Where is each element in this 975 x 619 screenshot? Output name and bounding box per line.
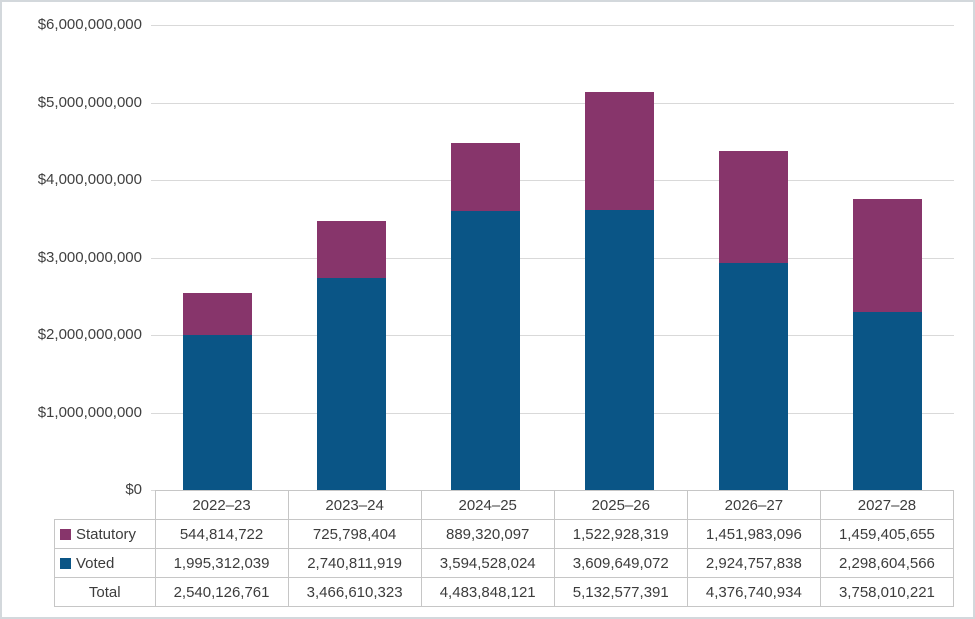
bar-segment-voted (719, 263, 788, 490)
bar-segment-voted (317, 277, 386, 490)
bar-segment-statutory (451, 142, 520, 212)
bar-segment-statutory (719, 150, 788, 264)
value-cell-statutory: 544,814,722 (154, 519, 289, 549)
fiscal-year-header: 2025–26 (553, 490, 688, 520)
row-label-voted: Voted (54, 548, 156, 578)
fiscal-year-header: 2024–25 (420, 490, 555, 520)
gridline (151, 180, 954, 181)
fiscal-year-header: 2027–28 (819, 490, 955, 520)
bar-segment-statutory (853, 198, 922, 312)
y-axis-tick-label: $0 (125, 481, 142, 498)
value-cell-voted: 3,594,528,024 (420, 548, 555, 578)
value-cell-total: 3,466,610,323 (287, 577, 422, 607)
gridline (151, 413, 954, 414)
voted-legend-swatch (60, 557, 71, 569)
value-cell-statutory: 725,798,404 (287, 519, 422, 549)
fiscal-year-header: 2023–24 (287, 490, 422, 520)
value-cell-statutory: 1,522,928,319 (553, 519, 688, 549)
value-cell-statutory: 1,451,983,096 (686, 519, 821, 549)
table-row-statutory: Statutory 544,814,722 725,798,404 889,320,0… (54, 519, 955, 549)
y-axis-tick-label: $5,000,000,000 (37, 94, 142, 111)
value-cell-total: 4,483,848,121 (420, 577, 555, 607)
fiscal-year-header: 2022–23 (154, 490, 289, 520)
value-cell-total: 2,540,126,761 (154, 577, 289, 607)
value-cell-voted: 1,995,312,039 (154, 548, 289, 578)
value-cell-total: 5,132,577,391 (553, 577, 688, 607)
table-row-voted: Voted 1,995,312,039 2,740,811,919 3,594,528… (54, 548, 955, 578)
row-label-total: Total (54, 577, 156, 607)
row-label-statutory: Statutory (54, 519, 156, 549)
gridline (151, 103, 954, 104)
value-cell-total: 3,758,010,221 (819, 577, 955, 607)
value-cell-voted: 3,609,649,072 (553, 548, 688, 578)
bar-segment-voted (853, 311, 922, 490)
y-axis-tick-label: $2,000,000,000 (37, 326, 142, 343)
bar-segment-voted (451, 211, 520, 490)
table-corner-blank (55, 491, 156, 520)
table-row-total: Total 2,540,126,761 3,466,610,323 4,483,848… (54, 577, 955, 607)
fiscal-year-data-table: 2022–23 2023–24 2024–25 2025–26 2026–27 2027–… (54, 490, 955, 607)
statutory-legend-swatch (60, 528, 71, 540)
gridline (151, 335, 954, 336)
value-cell-total: 4,376,740,934 (686, 577, 821, 607)
value-cell-voted: 2,924,757,838 (686, 548, 821, 578)
bar-segment-voted (183, 335, 252, 490)
gridline (151, 25, 954, 26)
bar-segment-voted (585, 210, 654, 490)
y-axis-tick-label: $3,000,000,000 (37, 249, 142, 266)
y-axis-tick-label: $1,000,000,000 (37, 404, 142, 421)
bar-segment-statutory (183, 293, 252, 336)
y-axis-tick-label: $4,000,000,000 (37, 171, 142, 188)
table-header-row: 2022–23 2023–24 2024–25 2025–26 2026–27 2027–… (55, 490, 955, 520)
fiscal-year-header: 2026–27 (686, 490, 821, 520)
gridline (151, 258, 954, 259)
bar-segment-statutory (317, 221, 386, 278)
value-cell-voted: 2,298,604,566 (819, 548, 955, 578)
bar-segment-statutory (585, 92, 654, 211)
y-axis-tick-label: $6,000,000,000 (37, 16, 142, 33)
value-cell-statutory: 1,459,405,655 (819, 519, 955, 549)
value-cell-voted: 2,740,811,919 (287, 548, 422, 578)
value-cell-statutory: 889,320,097 (420, 519, 555, 549)
